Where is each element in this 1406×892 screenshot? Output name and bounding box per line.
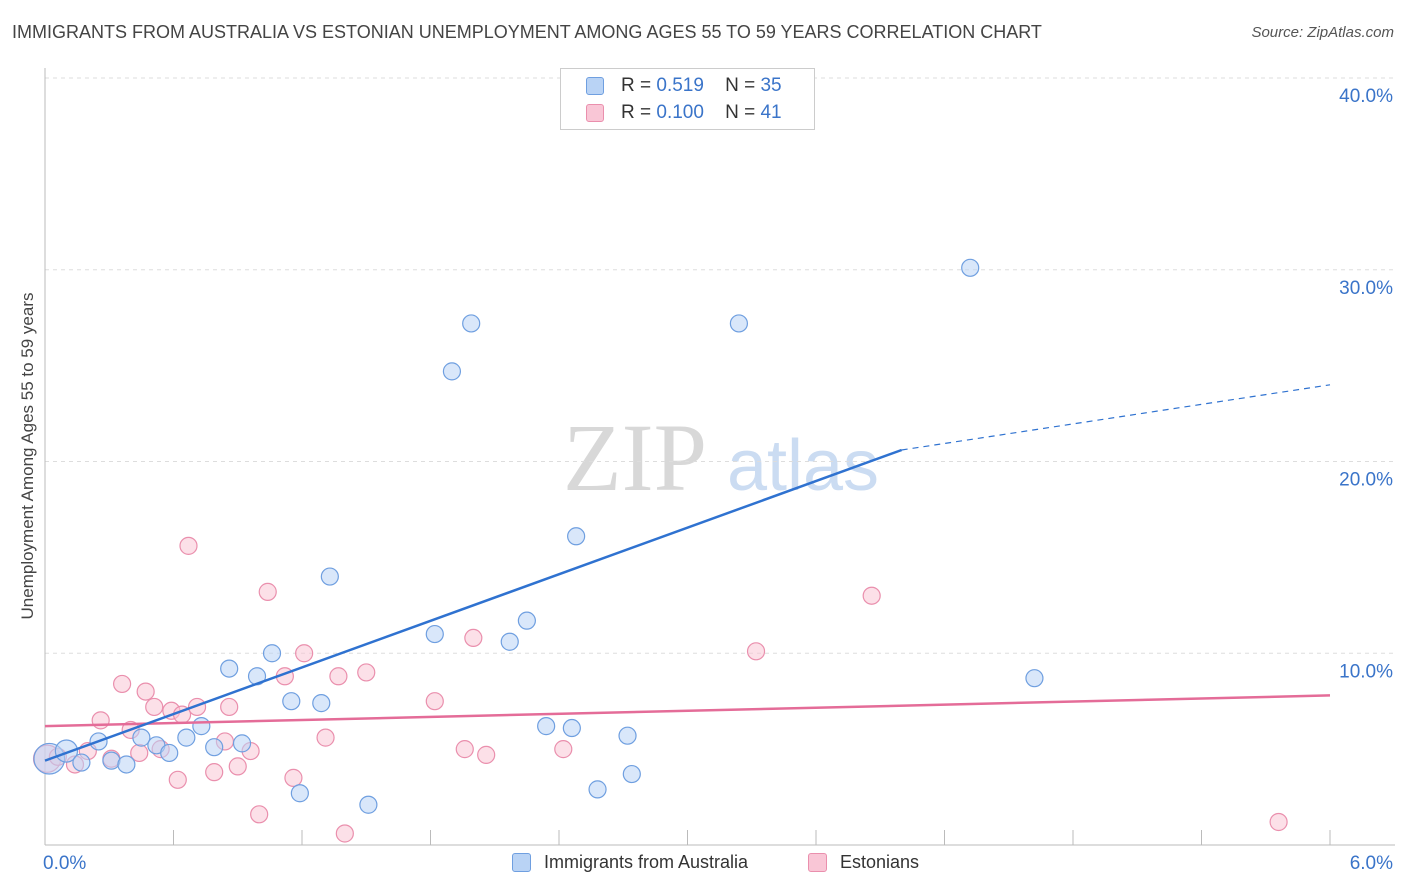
estonians-point bbox=[91, 711, 110, 730]
australia-legend-label: Immigrants from Australia bbox=[544, 852, 749, 872]
australia-point bbox=[232, 734, 252, 753]
n-value: 35 bbox=[760, 75, 782, 96]
australia-point bbox=[54, 739, 79, 763]
estonians-point bbox=[112, 674, 132, 694]
estonians-point bbox=[455, 740, 474, 759]
estonians-point bbox=[477, 745, 496, 764]
estonians-point bbox=[145, 697, 164, 717]
australia-point bbox=[160, 743, 179, 763]
tick-labels: 10.0% 20.0% 30.0% 40.0% 0.0% 6.0% bbox=[43, 86, 1393, 874]
australia-legend-swatch bbox=[512, 853, 531, 872]
estonians-point bbox=[746, 642, 766, 661]
estonians-point bbox=[136, 682, 155, 701]
australia-point bbox=[588, 780, 607, 799]
r-value: 0.519 bbox=[656, 75, 704, 96]
estonians-point bbox=[284, 768, 303, 787]
australia-point bbox=[500, 632, 519, 651]
australia-point bbox=[729, 314, 749, 333]
n-label: N = bbox=[725, 102, 756, 123]
y-tick-label: 40.0% bbox=[1339, 86, 1393, 107]
n-label: N = bbox=[725, 75, 756, 96]
australia-point bbox=[262, 644, 282, 663]
estonians-point bbox=[205, 763, 224, 782]
australia-point bbox=[442, 362, 462, 381]
australia-point bbox=[205, 738, 224, 757]
r-value: 0.100 bbox=[656, 102, 704, 123]
australia-point bbox=[618, 726, 637, 745]
estonians-point bbox=[250, 805, 269, 824]
australia-point bbox=[282, 692, 301, 711]
australia-point bbox=[117, 755, 136, 774]
estonians-point bbox=[357, 663, 376, 682]
estonians-point bbox=[179, 536, 198, 555]
estonians-point bbox=[464, 628, 483, 648]
australia-point bbox=[220, 659, 239, 678]
australia-point bbox=[425, 624, 444, 644]
source-label: Source: ZipAtlas.com bbox=[1251, 24, 1394, 41]
australia-point bbox=[1025, 669, 1044, 688]
n-value: 41 bbox=[760, 102, 782, 123]
axes bbox=[44, 68, 1395, 846]
trend-lines bbox=[44, 384, 1331, 762]
estonians-swatch bbox=[586, 104, 604, 122]
estonians-point bbox=[258, 582, 277, 601]
estonians-point bbox=[316, 728, 335, 747]
estonians-legend-label: Estonians bbox=[840, 852, 920, 872]
watermark-zip: ZIP bbox=[563, 404, 707, 511]
estonians-point bbox=[862, 586, 881, 605]
australia-point bbox=[320, 567, 339, 586]
australia-point bbox=[312, 694, 331, 713]
r-label: R = bbox=[621, 75, 652, 96]
australia-point bbox=[359, 795, 378, 814]
estonians-point bbox=[295, 644, 314, 663]
x-tick-label: 6.0% bbox=[1350, 853, 1393, 874]
correlation-legend: R = 0.519 N = 35 R = 0.100 N = 41 bbox=[560, 68, 815, 130]
y-tick-label: 20.0% bbox=[1339, 470, 1393, 491]
estonians-point bbox=[1269, 812, 1288, 832]
australia-point bbox=[102, 751, 121, 770]
australia-points bbox=[33, 258, 1044, 814]
estonians-points bbox=[32, 536, 1288, 843]
australia-point bbox=[462, 314, 481, 333]
chart-title: IMMIGRANTS FROM AUSTRALIA VS ESTONIAN UN… bbox=[12, 22, 1042, 42]
legend-row-australia-text: R = 0.519 N = 35 bbox=[621, 75, 782, 97]
r-label: R = bbox=[621, 102, 652, 123]
estonians-point bbox=[335, 824, 354, 843]
australia-point bbox=[562, 718, 581, 738]
watermark-atlas: atlas bbox=[727, 426, 879, 506]
gridlines bbox=[45, 77, 1395, 654]
australia-point bbox=[192, 717, 211, 736]
australia-point bbox=[517, 611, 536, 630]
legend-row-estonians-text: R = 0.100 N = 41 bbox=[621, 102, 782, 124]
estonians-point bbox=[168, 770, 187, 789]
estonians-point bbox=[228, 757, 247, 776]
estonians-legend-swatch bbox=[808, 853, 827, 872]
australia-point bbox=[622, 764, 641, 784]
australia-point bbox=[290, 784, 309, 803]
estonians-point bbox=[425, 692, 444, 711]
australia-point bbox=[961, 258, 980, 277]
estonians-point bbox=[554, 740, 573, 759]
australia-point bbox=[177, 728, 196, 747]
australia-point bbox=[537, 717, 556, 736]
australia-trend-extension bbox=[901, 384, 1331, 451]
australia-trend-line bbox=[44, 448, 903, 762]
australia-swatch bbox=[586, 77, 604, 95]
estonians-trend-line bbox=[44, 694, 1331, 728]
x-tick-label: 0.0% bbox=[43, 853, 86, 874]
y-tick-label: 10.0% bbox=[1339, 661, 1393, 682]
estonians-point bbox=[329, 667, 348, 686]
australia-point bbox=[132, 728, 151, 747]
australia-point bbox=[567, 527, 586, 546]
estonians-point bbox=[220, 697, 239, 717]
australia-point bbox=[72, 753, 91, 772]
y-tick-label: 30.0% bbox=[1339, 278, 1393, 299]
